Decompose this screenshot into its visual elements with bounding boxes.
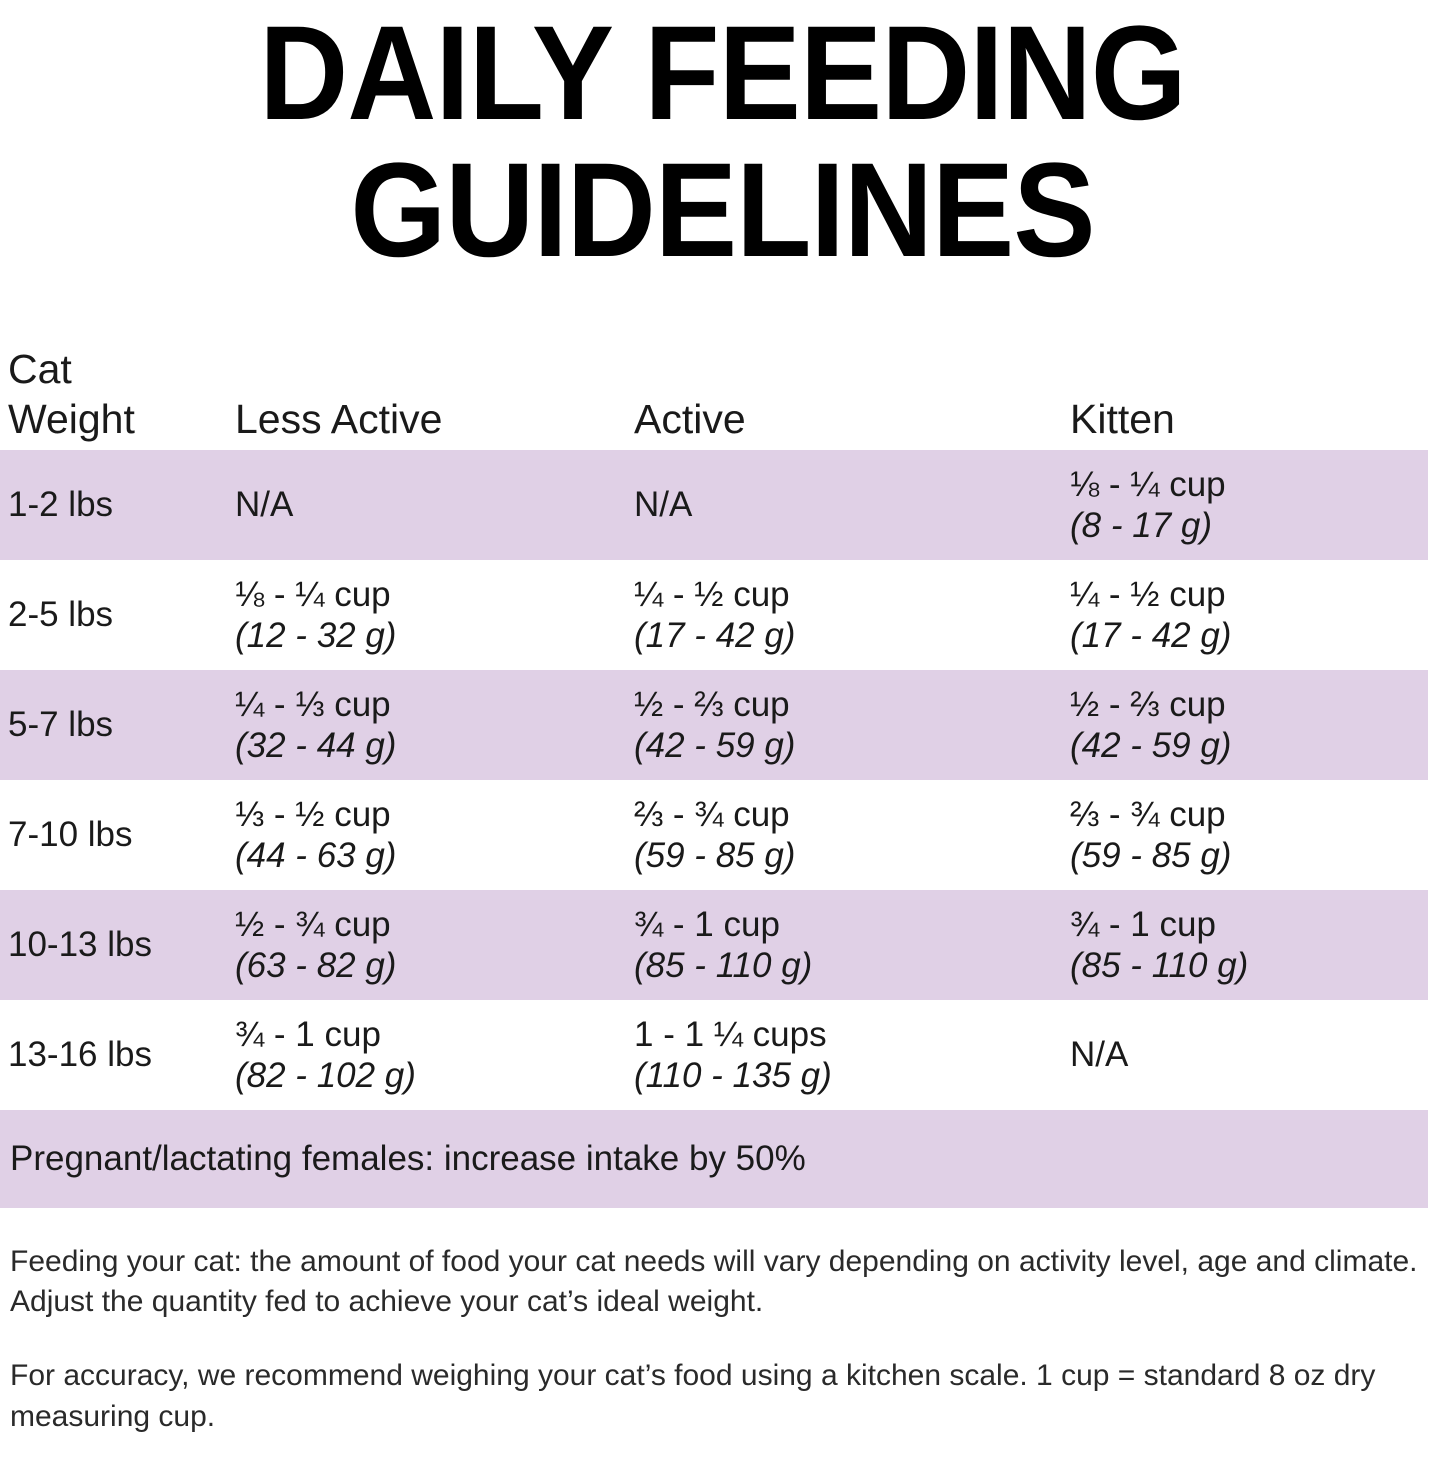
cell-active: ½ - ⅔ cup (42 - 59 g) <box>634 684 1070 767</box>
table-header-row: Cat Weight Less Active Active Kitten <box>0 320 1428 450</box>
cell-weight: 7-10 lbs <box>8 815 133 854</box>
cell-less-active-grams: (44 - 63 g) <box>235 836 397 875</box>
table-row: 7-10 lbs ⅓ - ½ cup (44 - 63 g) ⅔ - ¾ cup… <box>0 780 1428 890</box>
cell-active: ¼ - ½ cup (17 - 42 g) <box>634 574 1070 657</box>
page-title-line-1: DAILY FEEDING <box>259 0 1186 148</box>
header-cell-weight: Cat Weight <box>0 344 235 444</box>
header-weight-line-1: Cat <box>8 345 72 392</box>
cell-kitten: ½ - ⅔ cup (42 - 59 g) <box>1070 684 1428 767</box>
cell-weight: 2-5 lbs <box>8 595 114 634</box>
cell-less-active-cups: ½ - ¾ cup <box>235 904 391 944</box>
cell-kitten-grams: (8 - 17 g) <box>1070 506 1212 545</box>
cell-weight: 5-7 lbs <box>8 705 114 744</box>
table-row: 2-5 lbs ⅛ - ¼ cup (12 - 32 g) ¼ - ½ cup … <box>0 560 1428 670</box>
cell-less-active-cups: ⅛ - ¼ cup <box>235 574 391 614</box>
pregnant-lactating-note: Pregnant/lactating females: increase int… <box>0 1110 1428 1208</box>
header-weight-line-2: Weight <box>8 395 135 442</box>
cell-kitten-cups: ½ - ⅔ cup <box>1070 684 1226 724</box>
cell-active-cups: ¾ - 1 cup <box>634 904 780 944</box>
cell-less-active: N/A <box>235 484 634 525</box>
feeding-table: Cat Weight Less Active Active Kitten 1-2… <box>0 320 1445 1110</box>
table-row: 13-16 lbs ¾ - 1 cup (82 - 102 g) 1 - 1 ¼… <box>0 1000 1428 1110</box>
cell-kitten-grams: (59 - 85 g) <box>1070 836 1232 875</box>
cell-kitten: ¼ - ½ cup (17 - 42 g) <box>1070 574 1428 657</box>
header-cell-active: Active <box>634 396 746 443</box>
cell-active-grams: (110 - 135 g) <box>634 1056 832 1095</box>
table-row: 5-7 lbs ¼ - ⅓ cup (32 - 44 g) ½ - ⅔ cup … <box>0 670 1428 780</box>
cell-active-cups: ¼ - ½ cup <box>634 574 790 614</box>
cell-kitten-cups: ¼ - ½ cup <box>1070 574 1226 614</box>
footer-notes: Feeding your cat: the amount of food you… <box>10 1242 1428 1471</box>
cell-kitten: ⅛ - ¼ cup (8 - 17 g) <box>1070 464 1428 547</box>
cell-active-grams: (85 - 110 g) <box>634 946 813 985</box>
cell-active: N/A <box>634 484 1070 525</box>
header-cell-less-active: Less Active <box>235 396 443 443</box>
cell-kitten-cups: N/A <box>1070 1035 1129 1075</box>
cell-kitten: N/A <box>1070 1034 1428 1075</box>
cell-less-active: ⅛ - ¼ cup (12 - 32 g) <box>235 574 634 657</box>
cell-active: 1 - 1 ¼ cups (110 - 135 g) <box>634 1014 1070 1097</box>
footer-paragraph-accuracy: For accuracy, we recommend weighing your… <box>10 1359 1376 1433</box>
cell-active-grams: (17 - 42 g) <box>634 616 796 655</box>
cell-active-grams: (59 - 85 g) <box>634 836 796 875</box>
cell-less-active-grams: (32 - 44 g) <box>235 726 397 765</box>
cell-less-active: ¾ - 1 cup (82 - 102 g) <box>235 1014 634 1097</box>
cell-less-active-grams: (63 - 82 g) <box>235 946 397 985</box>
cell-kitten: ¾ - 1 cup (85 - 110 g) <box>1070 904 1428 987</box>
page-title-line-2: GUIDELINES <box>350 136 1095 286</box>
cell-less-active: ½ - ¾ cup (63 - 82 g) <box>235 904 634 987</box>
cell-kitten-cups: ¾ - 1 cup <box>1070 904 1216 944</box>
cell-kitten-cups: ⅛ - ¼ cup <box>1070 464 1226 504</box>
page-title: DAILY FEEDING GUIDELINES <box>0 0 1445 286</box>
cell-less-active: ¼ - ⅓ cup (32 - 44 g) <box>235 684 634 767</box>
footer-paragraph-feeding: Feeding your cat: the amount of food you… <box>10 1245 1418 1319</box>
cell-less-active-grams: (12 - 32 g) <box>235 616 397 655</box>
cell-active-cups: ½ - ⅔ cup <box>634 684 790 724</box>
cell-less-active: ⅓ - ½ cup (44 - 63 g) <box>235 794 634 877</box>
cell-weight: 13-16 lbs <box>8 1035 152 1074</box>
cell-active-cups: N/A <box>634 485 693 525</box>
cell-kitten-cups: ⅔ - ¾ cup <box>1070 794 1226 834</box>
cell-kitten-grams: (85 - 110 g) <box>1070 946 1249 985</box>
cell-kitten-grams: (42 - 59 g) <box>1070 726 1232 765</box>
cell-weight: 1-2 lbs <box>8 485 114 524</box>
cell-active: ¾ - 1 cup (85 - 110 g) <box>634 904 1070 987</box>
cell-less-active-cups: N/A <box>235 485 294 525</box>
cell-kitten: ⅔ - ¾ cup (59 - 85 g) <box>1070 794 1428 877</box>
cell-less-active-cups: ¼ - ⅓ cup <box>235 684 391 724</box>
cell-less-active-cups: ⅓ - ½ cup <box>235 794 391 834</box>
cell-weight: 10-13 lbs <box>8 925 152 964</box>
cell-active-cups: ⅔ - ¾ cup <box>634 794 790 834</box>
cell-kitten-grams: (17 - 42 g) <box>1070 616 1232 655</box>
table-row: 10-13 lbs ½ - ¾ cup (63 - 82 g) ¾ - 1 cu… <box>0 890 1428 1000</box>
table-row: 1-2 lbs N/A N/A ⅛ - ¼ cup (8 - 17 g) <box>0 450 1428 560</box>
cell-active-cups: 1 - 1 ¼ cups <box>634 1014 827 1054</box>
feeding-guidelines-page: DAILY FEEDING GUIDELINES Cat Weight Less… <box>0 0 1445 1433</box>
cell-less-active-grams: (82 - 102 g) <box>235 1056 416 1095</box>
header-cell-kitten: Kitten <box>1070 396 1175 443</box>
pregnant-lactating-note-text: Pregnant/lactating females: increase int… <box>10 1139 806 1178</box>
cell-active-grams: (42 - 59 g) <box>634 726 796 765</box>
cell-less-active-cups: ¾ - 1 cup <box>235 1014 381 1054</box>
cell-active: ⅔ - ¾ cup (59 - 85 g) <box>634 794 1070 877</box>
